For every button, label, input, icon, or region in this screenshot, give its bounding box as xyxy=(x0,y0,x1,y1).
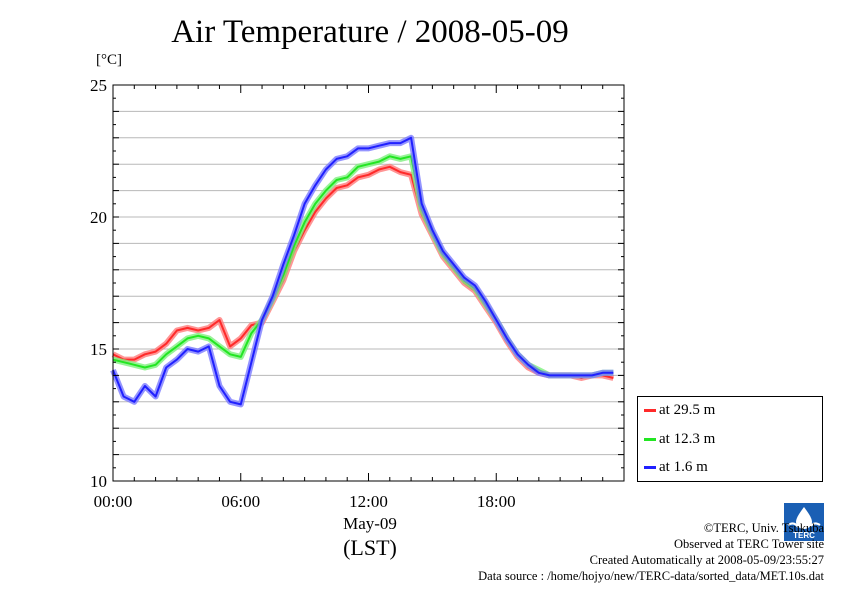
legend-item-1-6m: at 1.6 m xyxy=(644,457,708,477)
series-line-2 xyxy=(112,136,614,406)
x-axis-timezone-label: (LST) xyxy=(343,535,397,560)
legend-label: at 1.6 m xyxy=(659,458,708,475)
chart-title: Air Temperature / 2008-05-09 xyxy=(171,14,569,50)
x-tick-label: 12:00 xyxy=(349,492,388,511)
credit-created: Created Automatically at 2008-05-09/23:5… xyxy=(589,553,824,567)
credits-block: ©TERC, Univ. Tsukuba Observed at TERC To… xyxy=(478,520,824,584)
series-halo-1 xyxy=(112,153,614,379)
terc-logo: TERC xyxy=(784,503,824,541)
legend-item-29-5m: at 29.5 m xyxy=(644,400,715,420)
series-lines xyxy=(110,134,615,408)
x-tick-label: 00:00 xyxy=(94,492,133,511)
y-tick-label: 15 xyxy=(90,340,107,359)
grid-lines xyxy=(113,110,624,456)
legend-label: at 12.3 m xyxy=(659,430,716,447)
legend-swatch-blue xyxy=(644,465,656,469)
x-tick-label: 18:00 xyxy=(477,492,516,511)
y-tick-label: 10 xyxy=(90,472,107,491)
credit-source: Data source : /home/hojyo/new/TERC-data/… xyxy=(478,569,824,583)
credit-observed: Observed at TERC Tower site xyxy=(673,537,824,551)
y-tick-label: 20 xyxy=(90,208,107,227)
legend-item-12-3m: at 12.3 m xyxy=(644,429,715,449)
legend-label: at 29.5 m xyxy=(659,401,716,418)
axis-ticks: 10 15 20 25 00:00 06:00 12:00 18:00 xyxy=(90,76,625,511)
y-axis-unit: [°C] xyxy=(96,52,122,68)
x-axis-date-label: May-09 xyxy=(343,514,397,533)
credit-copyright: ©TERC, Univ. Tsukuba xyxy=(703,521,824,535)
legend: at 29.5 m at 12.3 m at 1.6 m xyxy=(637,396,823,482)
legend-swatch-green xyxy=(644,437,656,441)
plot-frame xyxy=(112,84,625,482)
logo-text: TERC xyxy=(793,531,815,540)
series-line-1 xyxy=(112,155,614,377)
x-tick-label: 06:00 xyxy=(221,492,260,511)
y-tick-label: 25 xyxy=(90,76,107,95)
legend-swatch-red xyxy=(644,408,656,412)
